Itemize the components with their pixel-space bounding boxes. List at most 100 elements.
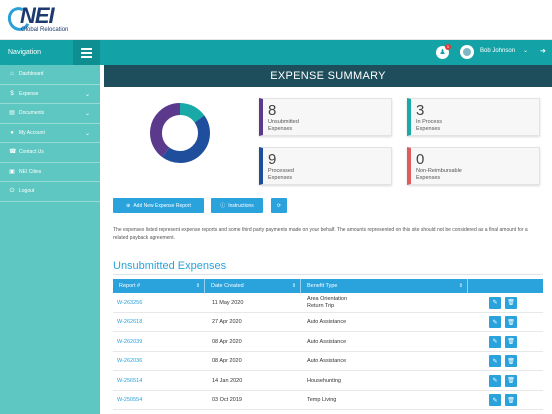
report-link[interactable]: W-262039 <box>117 338 143 345</box>
delete-button[interactable]: 🗑 <box>505 316 517 328</box>
report-link[interactable]: W-250554 <box>117 397 143 404</box>
unsubmitted-card[interactable]: 8 Unsubmitted Expenses <box>259 98 392 136</box>
sidebar: Navigation ⌂ Dashboard $ Expense ⌄ ▤ Documents… <box>0 40 100 414</box>
sidebar-item-label: Documents <box>19 110 45 117</box>
sidebar-item-label: Contact Us <box>19 149 44 156</box>
section-divider <box>113 274 543 275</box>
sort-icon: ⇕ <box>458 283 463 289</box>
hamburger-menu-icon[interactable] <box>73 40 100 65</box>
col-benefit[interactable]: Benefit Type ⇕ <box>301 279 468 293</box>
sort-icon: ⇕ <box>291 283 296 289</box>
non-reimbursable-label: Non-Reimbursable Expenses <box>416 168 462 181</box>
processed-card[interactable]: 9 Processed Expenses <box>259 147 392 185</box>
sidebar-item-nei-cities[interactable]: ▣ NEI Cities <box>0 163 100 182</box>
sidebar-item-documents[interactable]: ▤ Documents ⌄ <box>0 104 100 124</box>
col-report[interactable]: Report # ⇕ <box>113 279 205 293</box>
unsubmitted-label: Unsubmitted Expenses <box>268 119 299 132</box>
benefit-cell: Temp Living <box>307 397 337 404</box>
unsubmitted-count: 8 <box>268 102 277 119</box>
report-link[interactable]: W-256514 <box>117 377 143 384</box>
edit-icon: ✎ <box>492 397 498 404</box>
benefit-cell: Househunting <box>307 377 341 384</box>
date-cell: 08 Apr 2020 <box>212 338 242 345</box>
username[interactable]: Bob Johnson <box>480 48 516 54</box>
benefit-cell: Auto Assistance <box>307 358 347 365</box>
edit-button[interactable]: ✎ <box>489 374 501 387</box>
add-expense-report-button[interactable]: ⊕ Add New Expense Report <box>113 198 204 213</box>
notification-badge: 1 <box>445 44 451 50</box>
non-reimbursable-count: 0 <box>416 151 425 168</box>
non-reimbursable-card[interactable]: 0 Non-Reimbursable Expenses <box>407 147 540 185</box>
sort-icon: ⇕ <box>195 283 200 289</box>
date-cell: 27 Apr 2020 <box>212 319 242 326</box>
city-icon: ▣ <box>9 168 15 175</box>
disclaimer-text: The expenses listed represent expense re… <box>113 227 528 241</box>
section-title: Unsubmitted Expenses <box>113 260 227 272</box>
trash-icon: 🗑 <box>507 378 515 384</box>
in-process-card[interactable]: 3 In Process Expenses <box>407 98 540 136</box>
instructions-button[interactable]: ⓘ Instructions <box>211 198 263 213</box>
refresh-icon: ⟳ <box>276 202 282 209</box>
in-process-count: 3 <box>416 102 425 119</box>
sidebar-item-label: Logout <box>19 188 35 195</box>
user-menu-chevron-icon[interactable]: ⌄ <box>523 48 529 54</box>
delete-button[interactable]: 🗑 <box>505 374 517 387</box>
edit-button[interactable]: ✎ <box>489 394 501 406</box>
chevron-down-icon: ⌄ <box>84 111 90 117</box>
edit-icon: ✎ <box>492 339 498 345</box>
delete-button[interactable]: 🗑 <box>505 394 517 406</box>
benefit-cell: Auto Assistance <box>307 338 347 345</box>
user-icon: ● <box>10 129 14 136</box>
info-icon: ⓘ <box>220 203 226 209</box>
delete-button[interactable]: 🗑 <box>505 355 517 367</box>
logout-icon: ⏻ <box>9 188 15 195</box>
sidebar-item-label: NEI Cities <box>19 168 42 175</box>
report-link[interactable]: W-262618 <box>117 319 143 326</box>
sign-out-arrow-icon[interactable]: ➜ <box>540 48 546 55</box>
edit-button[interactable]: ✎ <box>489 316 501 328</box>
chevron-down-icon: ⌄ <box>84 91 90 98</box>
in-process-label: In Process Expenses <box>416 119 442 132</box>
table-header: Report # ⇕ Date Created ⇕ Benefit Type ⇕ <box>113 279 543 293</box>
folder-icon: ▤ <box>9 110 15 117</box>
nei-logo[interactable]: NEI Global Relocation <box>4 3 76 37</box>
sidebar-item-label: My Account <box>19 129 45 136</box>
donut-slice-unsubmitted[interactable] <box>150 103 210 163</box>
trash-icon: 🗑 <box>507 300 515 306</box>
sidebar-item-my-account[interactable]: ● My Account ⌄ <box>0 124 100 143</box>
chevron-down-icon: ⌄ <box>84 130 90 137</box>
sidebar-item-contact-us[interactable]: ☎ Contact Us <box>0 143 100 163</box>
report-link[interactable]: W-263256 <box>117 299 143 306</box>
avatar[interactable] <box>460 45 474 59</box>
benefit-cell: Auto Assistance <box>307 319 347 326</box>
logo-subtitle: Global Relocation <box>21 27 69 33</box>
edit-icon: ✎ <box>492 319 498 326</box>
processed-count: 9 <box>268 151 277 168</box>
nav-header-label: Navigation <box>8 49 42 56</box>
trash-icon: 🗑 <box>507 358 515 365</box>
date-cell: 14 Jan 2020 <box>212 377 243 384</box>
edit-button[interactable]: ✎ <box>489 335 501 348</box>
delete-button[interactable]: 🗑 <box>505 296 517 309</box>
col-date[interactable]: Date Created ⇕ <box>205 279 301 293</box>
edit-button[interactable]: ✎ <box>489 296 501 309</box>
dollar-icon: $ <box>10 90 14 97</box>
trash-icon: 🗑 <box>507 339 515 345</box>
donut-slice-processed[interactable] <box>150 103 210 163</box>
table-row: W-262036 08 Apr 2020 Auto Assistance ✎ 🗑 <box>113 352 543 371</box>
sidebar-item-label: Dashboard <box>19 71 44 78</box>
sidebar-item-dashboard[interactable]: ⌂ Dashboard <box>0 65 100 85</box>
date-cell: 08 Apr 2020 <box>212 358 242 365</box>
contacts-icon: ☎ <box>9 149 17 156</box>
page-title: EXPENSE SUMMARY <box>104 65 552 87</box>
top-bar: ♟ 1 Bob Johnson ⌄ ➜ <box>100 40 552 65</box>
delete-button[interactable]: 🗑 <box>505 335 517 348</box>
sidebar-item-expense[interactable]: $ Expense ⌄ <box>0 85 100 104</box>
sidebar-item-logout[interactable]: ⏻ Logout <box>0 182 100 202</box>
edit-button[interactable]: ✎ <box>489 355 501 367</box>
refresh-button[interactable]: ⟳ <box>271 198 287 213</box>
table-row: W-256514 14 Jan 2020 Househunting ✎ 🗑 <box>113 371 543 391</box>
date-cell: 03 Oct 2019 <box>212 397 242 404</box>
nav-header: Navigation <box>0 40 100 65</box>
report-link[interactable]: W-262036 <box>117 358 143 365</box>
